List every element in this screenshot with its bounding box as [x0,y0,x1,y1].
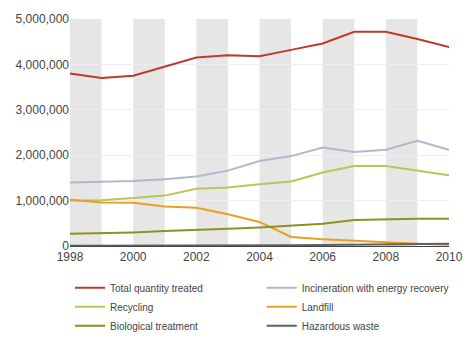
svg-text:3,000,000: 3,000,000 [16,103,70,117]
svg-text:Hazardous waste: Hazardous waste [302,321,380,332]
svg-text:2008: 2008 [372,250,399,264]
svg-text:Total quantity treated: Total quantity treated [110,283,203,294]
svg-text:Landfill: Landfill [302,302,334,313]
svg-text:2,000,000: 2,000,000 [16,148,70,162]
svg-text:2000: 2000 [120,250,147,264]
svg-text:1,000,000: 1,000,000 [16,194,70,208]
svg-text:0: 0 [62,239,69,253]
svg-text:5,000,000: 5,000,000 [16,12,70,26]
svg-text:Recycling: Recycling [110,302,153,313]
svg-text:Biological treatment: Biological treatment [110,321,198,332]
svg-text:Incineration with energy recov: Incineration with energy recovery [302,283,449,294]
svg-text:2006: 2006 [309,250,336,264]
svg-text:1998: 1998 [57,250,84,264]
svg-text:2002: 2002 [183,250,210,264]
svg-text:2004: 2004 [246,250,273,264]
svg-text:4,000,000: 4,000,000 [16,58,70,72]
svg-text:2010: 2010 [436,250,463,264]
